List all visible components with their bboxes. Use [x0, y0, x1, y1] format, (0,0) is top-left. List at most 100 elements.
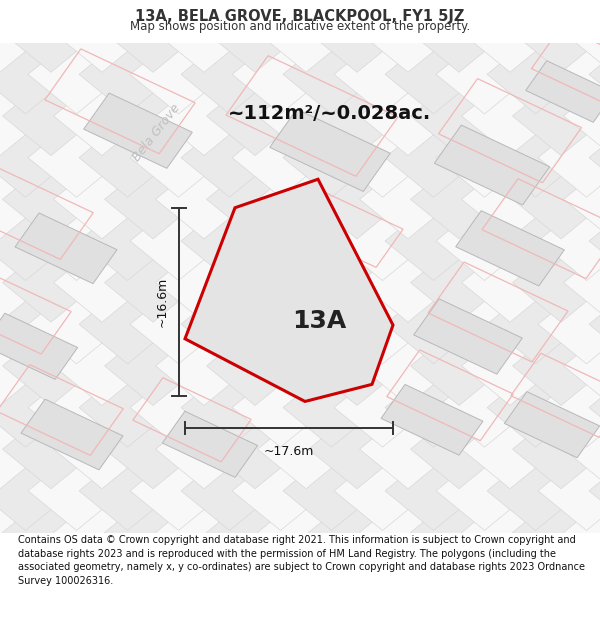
Polygon shape	[257, 326, 355, 406]
Polygon shape	[0, 76, 49, 156]
Polygon shape	[563, 160, 600, 239]
Polygon shape	[257, 76, 355, 156]
Polygon shape	[385, 284, 482, 364]
Polygon shape	[104, 409, 202, 489]
Polygon shape	[538, 35, 600, 114]
Polygon shape	[359, 160, 457, 239]
Polygon shape	[308, 243, 406, 322]
Polygon shape	[0, 368, 74, 447]
Polygon shape	[206, 160, 304, 239]
Text: 13A: 13A	[292, 309, 346, 332]
Polygon shape	[563, 326, 600, 406]
Polygon shape	[385, 201, 482, 281]
Text: 13A, BELA GROVE, BLACKPOOL, FY1 5JZ: 13A, BELA GROVE, BLACKPOOL, FY1 5JZ	[136, 9, 464, 24]
Polygon shape	[53, 409, 151, 489]
Polygon shape	[563, 76, 600, 156]
Polygon shape	[487, 118, 584, 198]
Polygon shape	[410, 76, 508, 156]
Polygon shape	[0, 35, 74, 114]
Polygon shape	[2, 243, 100, 322]
Polygon shape	[181, 35, 278, 114]
Polygon shape	[308, 76, 406, 156]
Polygon shape	[130, 534, 227, 614]
Polygon shape	[410, 160, 508, 239]
Polygon shape	[512, 0, 600, 72]
Polygon shape	[589, 201, 600, 281]
Polygon shape	[53, 0, 151, 72]
Polygon shape	[79, 534, 176, 614]
Polygon shape	[563, 0, 600, 72]
Polygon shape	[512, 326, 600, 406]
Polygon shape	[359, 0, 457, 72]
Polygon shape	[15, 213, 117, 284]
Polygon shape	[0, 35, 23, 114]
Polygon shape	[385, 368, 482, 447]
Polygon shape	[0, 493, 49, 572]
Polygon shape	[0, 326, 49, 406]
Polygon shape	[487, 451, 584, 531]
Polygon shape	[104, 76, 202, 156]
Polygon shape	[257, 0, 355, 72]
Polygon shape	[461, 76, 559, 156]
Polygon shape	[487, 284, 584, 364]
Polygon shape	[130, 118, 227, 198]
Polygon shape	[410, 243, 508, 322]
Polygon shape	[181, 368, 278, 447]
Polygon shape	[283, 368, 380, 447]
Polygon shape	[0, 409, 49, 489]
Polygon shape	[589, 284, 600, 364]
Polygon shape	[181, 451, 278, 531]
Polygon shape	[206, 76, 304, 156]
Polygon shape	[436, 534, 533, 614]
Polygon shape	[0, 368, 23, 447]
Polygon shape	[0, 313, 77, 379]
Polygon shape	[79, 451, 176, 531]
Text: ~112m²/~0.028ac.: ~112m²/~0.028ac.	[229, 104, 431, 123]
Polygon shape	[461, 243, 559, 322]
Polygon shape	[28, 201, 125, 281]
Polygon shape	[206, 409, 304, 489]
Polygon shape	[538, 201, 600, 281]
Polygon shape	[436, 118, 533, 198]
Polygon shape	[206, 243, 304, 322]
Polygon shape	[308, 409, 406, 489]
Polygon shape	[308, 160, 406, 239]
Polygon shape	[79, 284, 176, 364]
Polygon shape	[334, 368, 431, 447]
Polygon shape	[0, 243, 49, 322]
Polygon shape	[461, 493, 559, 572]
Polygon shape	[257, 160, 355, 239]
Polygon shape	[308, 493, 406, 572]
Polygon shape	[283, 451, 380, 531]
Polygon shape	[155, 160, 253, 239]
Polygon shape	[53, 160, 151, 239]
Polygon shape	[359, 243, 457, 322]
Polygon shape	[130, 284, 227, 364]
Polygon shape	[28, 368, 125, 447]
Polygon shape	[181, 284, 278, 364]
Polygon shape	[410, 409, 508, 489]
Polygon shape	[0, 451, 23, 531]
Polygon shape	[589, 451, 600, 531]
Polygon shape	[563, 493, 600, 572]
Polygon shape	[589, 35, 600, 114]
Text: Contains OS data © Crown copyright and database right 2021. This information is : Contains OS data © Crown copyright and d…	[18, 535, 585, 586]
Polygon shape	[538, 118, 600, 198]
Polygon shape	[28, 284, 125, 364]
Text: Map shows position and indicative extent of the property.: Map shows position and indicative extent…	[130, 20, 470, 33]
Polygon shape	[283, 284, 380, 364]
Polygon shape	[104, 160, 202, 239]
Polygon shape	[589, 368, 600, 447]
Polygon shape	[2, 0, 100, 72]
Polygon shape	[563, 243, 600, 322]
Polygon shape	[232, 118, 329, 198]
Polygon shape	[385, 534, 482, 614]
Polygon shape	[512, 160, 600, 239]
Polygon shape	[283, 534, 380, 614]
Polygon shape	[385, 118, 482, 198]
Polygon shape	[53, 76, 151, 156]
Polygon shape	[0, 201, 23, 281]
Polygon shape	[436, 368, 533, 447]
Polygon shape	[232, 451, 329, 531]
Polygon shape	[206, 0, 304, 72]
